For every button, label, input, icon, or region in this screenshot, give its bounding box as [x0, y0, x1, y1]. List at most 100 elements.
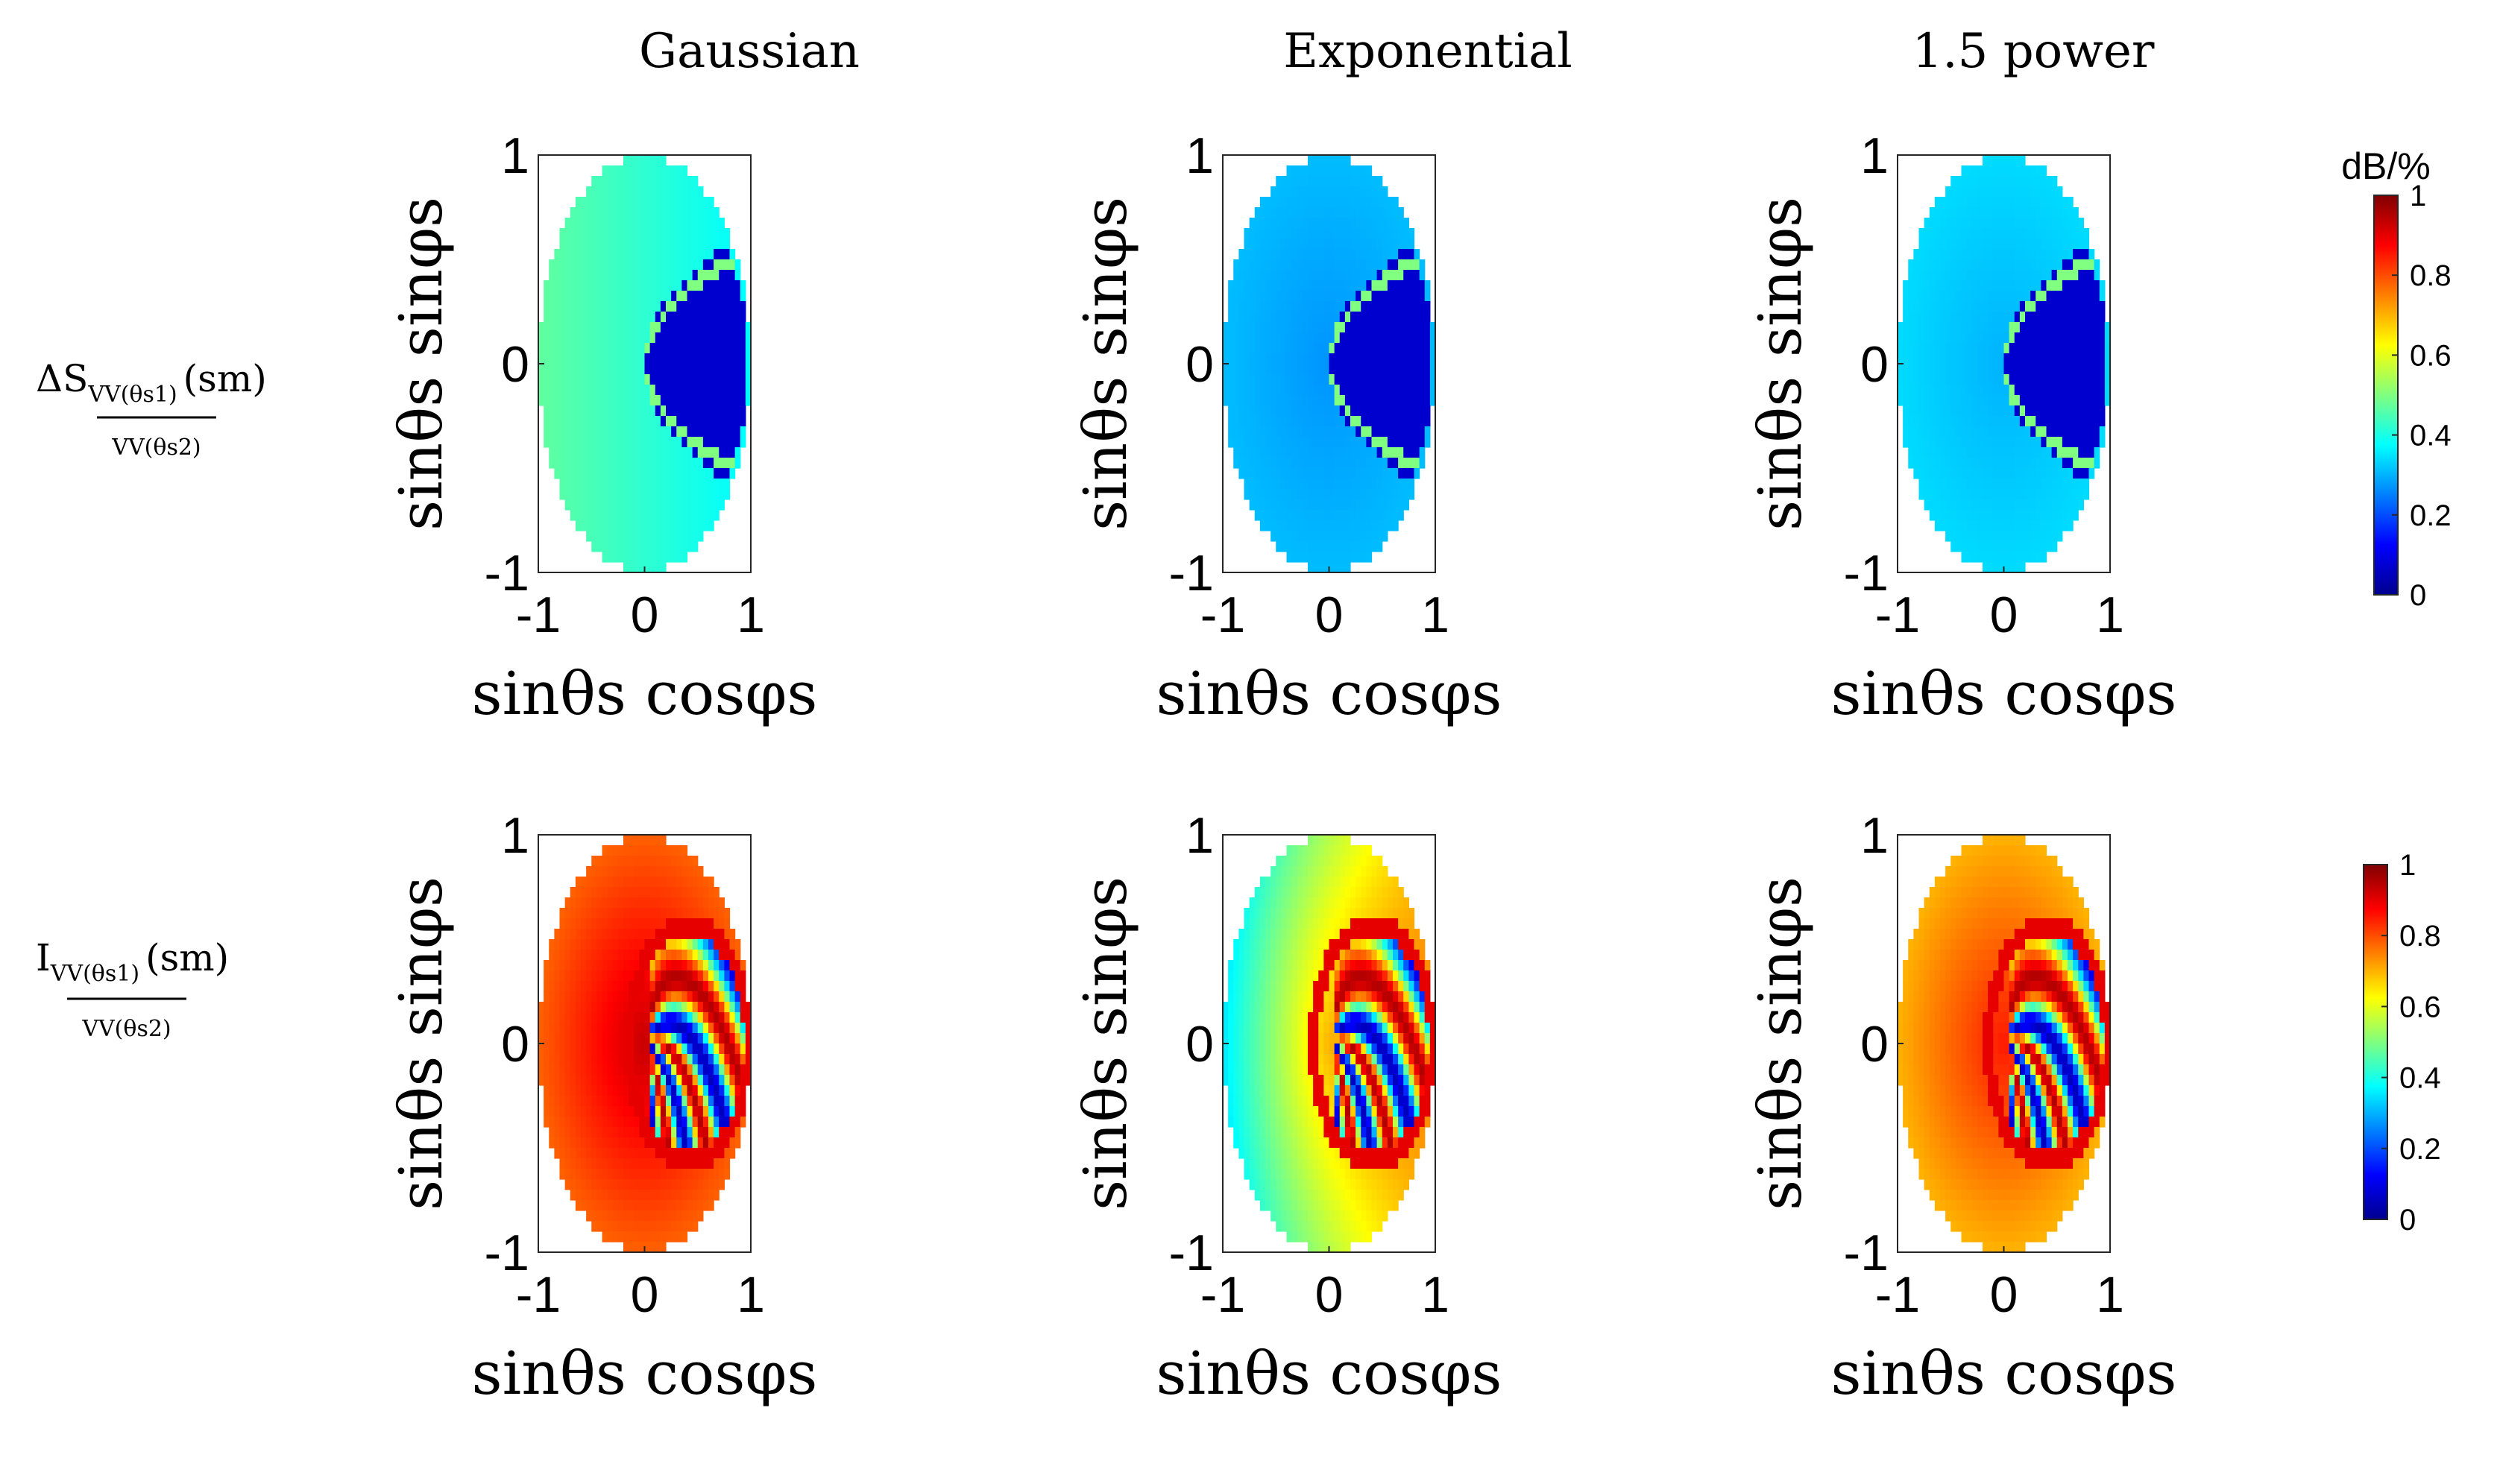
- heatmap-cell: [1387, 479, 1394, 490]
- heatmap-cell: [1350, 197, 1356, 208]
- heatmap-cell: [1993, 541, 1999, 552]
- heatmap-cell: [702, 939, 709, 950]
- heatmap-cell: [2099, 291, 2106, 302]
- heatmap-cell: [681, 939, 688, 950]
- heatmap-cell: [2062, 458, 2068, 469]
- heatmap-cell: [1983, 197, 1989, 208]
- heatmap-cell: [1329, 207, 1335, 218]
- heatmap-cell: [1998, 437, 2005, 448]
- heatmap-cell: [1950, 312, 1956, 323]
- heatmap-cell: [2051, 332, 2058, 344]
- heatmap-cell: [639, 1179, 646, 1190]
- heatmap-cell: [692, 1127, 699, 1138]
- heatmap-cell: [2035, 207, 2041, 218]
- heatmap-cell: [1971, 364, 1978, 375]
- heatmap-cell: [602, 908, 608, 919]
- heatmap-cell: [564, 228, 571, 239]
- heatmap-cell: [1908, 322, 1914, 333]
- heatmap-cell: [554, 447, 561, 458]
- heatmap-cell: [2073, 416, 2079, 427]
- heatmap-cell: [2056, 332, 2063, 344]
- heatmap-cell: [623, 1106, 629, 1117]
- heatmap-cell: [629, 897, 635, 909]
- heatmap-cell: [2078, 437, 2084, 448]
- heatmap-cell: [1366, 364, 1373, 375]
- heatmap-cell: [1323, 510, 1330, 521]
- heatmap-cell: [1988, 353, 1994, 364]
- heatmap-cell: [1908, 385, 1914, 396]
- heatmap-cell: [629, 364, 635, 375]
- heatmap-cell: [692, 385, 699, 396]
- heatmap-cell: [559, 981, 566, 992]
- heatmap-cell: [549, 322, 555, 333]
- heatmap-cell: [629, 1106, 635, 1117]
- heatmap-cell: [1382, 332, 1388, 344]
- heatmap-cell: [729, 374, 736, 385]
- heatmap-cell: [692, 1169, 699, 1180]
- heatmap-cell: [644, 918, 651, 929]
- heatmap-cell: [1329, 499, 1335, 511]
- heatmap-cell: [1940, 364, 1946, 375]
- heatmap-cell: [1419, 374, 1426, 385]
- heatmap-cell: [649, 1054, 656, 1065]
- heatmap-cell: [655, 270, 661, 281]
- heatmap-cell: [538, 1002, 544, 1013]
- heatmap-cell: [639, 1012, 646, 1023]
- heatmap-cell: [1971, 489, 1978, 500]
- heatmap-cell: [559, 1064, 566, 1076]
- heatmap-cell: [681, 950, 688, 961]
- heatmap-cell: [687, 877, 693, 888]
- heatmap-cell: [1297, 228, 1303, 239]
- heatmap-cell: [671, 353, 677, 364]
- heatmap-cell: [612, 322, 619, 333]
- heatmap-cell: [708, 468, 714, 479]
- heatmap-cell: [702, 322, 709, 333]
- heatmap-cell: [1382, 385, 1388, 396]
- heatmap-cell: [681, 479, 688, 490]
- heatmap-cell: [1424, 343, 1431, 354]
- heatmap-cell: [596, 1085, 603, 1096]
- heatmap-cell: [564, 1054, 571, 1065]
- heatmap-cell: [2062, 479, 2068, 490]
- heatmap-cell: [666, 897, 672, 909]
- heatmap-cell: [1408, 395, 1415, 406]
- heatmap-cell: [660, 489, 667, 500]
- heatmap-cell: [623, 468, 629, 479]
- heatmap-cell: [1318, 280, 1324, 291]
- heatmap-cell: [1350, 416, 1356, 427]
- heatmap-cell: [629, 155, 635, 166]
- heatmap-cell: [708, 1096, 714, 1107]
- heatmap-cell: [623, 249, 629, 260]
- heatmap-cell: [591, 385, 597, 396]
- heatmap-cell: [692, 1106, 699, 1117]
- heatmap-cell: [1276, 228, 1282, 239]
- heatmap-cell: [687, 426, 693, 438]
- heatmap-cell: [2014, 165, 2021, 177]
- heatmap-cell: [719, 458, 725, 469]
- heatmap-cell: [671, 1002, 677, 1013]
- heatmap-cell: [702, 981, 709, 992]
- heatmap-cell: [1323, 280, 1330, 291]
- heatmap-cell: [612, 426, 619, 438]
- heatmap-cell: [1966, 468, 1973, 479]
- heatmap-cell: [702, 918, 709, 929]
- heatmap-cell: [1350, 374, 1356, 385]
- heatmap-cell: [1387, 458, 1394, 469]
- heatmap-cell: [1286, 416, 1293, 427]
- heatmap-cell: [1961, 291, 1968, 302]
- heatmap-cell: [702, 1137, 709, 1149]
- heatmap-cell: [2041, 374, 2047, 385]
- heatmap-cell: [581, 385, 587, 396]
- heatmap-cell: [1945, 343, 1951, 354]
- heatmap-cell: [655, 291, 661, 302]
- row-label-2-den: VV(θs2): [81, 1016, 171, 1042]
- heatmap-cell: [734, 950, 741, 961]
- heatmap-cell: [660, 845, 667, 856]
- heatmap-cell: [2019, 301, 2026, 312]
- heatmap-cell: [2068, 280, 2074, 291]
- heatmap-cell: [697, 291, 704, 302]
- heatmap-cell: [2051, 176, 2058, 187]
- heatmap-cell: [575, 291, 582, 302]
- heatmap-cell: [559, 1137, 566, 1149]
- heatmap-cell: [1387, 426, 1394, 438]
